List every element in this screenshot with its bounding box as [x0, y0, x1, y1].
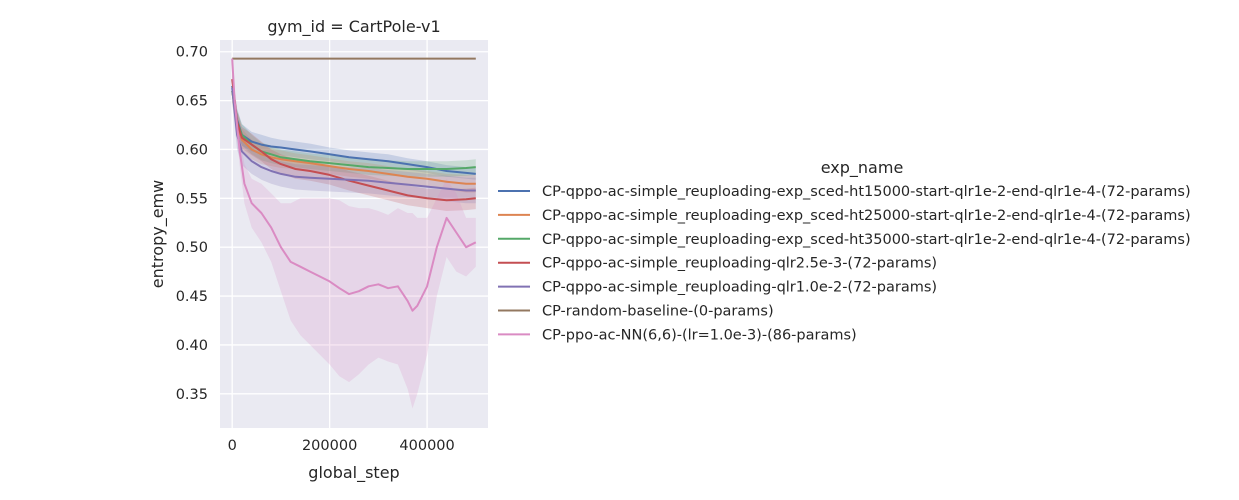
- series-line-1: [231, 85, 476, 175]
- x-tick-label: 200000: [302, 438, 357, 454]
- x-tick-label: 0: [228, 438, 237, 454]
- y-axis-label: entropy_emw: [148, 180, 168, 288]
- series-band-4: [232, 67, 476, 212]
- series-line-2: [231, 90, 476, 185]
- legend-entry-6: CP-random-baseline-(0-params): [542, 304, 774, 320]
- x-tick-label: 400000: [399, 438, 454, 454]
- legend-entry-3: CP-qppo-ac-simple_reuploading-exp_sced-h…: [542, 232, 1191, 248]
- y-tick-label: 0.70: [176, 45, 208, 61]
- plot-background: [220, 40, 488, 428]
- legend-entry-4: CP-qppo-ac-simple_reuploading-qlr2.5e-3-…: [542, 256, 937, 272]
- series-line-7: [231, 58, 477, 312]
- x-tick-labels: 0 200000 400000: [228, 438, 455, 454]
- grid: [220, 40, 488, 428]
- legend: exp_name CP-qppo-ac-simple_reuploading-e…: [498, 158, 1191, 343]
- y-tick-label: 0.60: [176, 142, 208, 158]
- y-tick-label: 0.35: [176, 387, 208, 403]
- chart-title: gym_id = CartPole-v1: [267, 17, 440, 37]
- legend-title: exp_name: [821, 158, 904, 178]
- legend-entry-5: CP-qppo-ac-simple_reuploading-qlr1.0e-2-…: [542, 280, 937, 296]
- legend-entry-2: CP-qppo-ac-simple_reuploading-exp_sced-h…: [542, 208, 1191, 224]
- confidence-bands: [232, 58, 476, 409]
- legend-entry-1: CP-qppo-ac-simple_reuploading-exp_sced-h…: [542, 184, 1191, 200]
- y-tick-label: 0.50: [176, 240, 208, 256]
- series-lines: [231, 57, 477, 312]
- y-tick-label: 0.40: [176, 338, 208, 354]
- x-axis-label: global_step: [308, 463, 399, 483]
- y-tick-label: 0.55: [176, 191, 208, 207]
- series-band-3: [232, 79, 476, 177]
- legend-entry-7: CP-ppo-ac-NN(6,6)-(lr=1.0e-3)-(86-params…: [542, 327, 857, 343]
- series-line-4: [231, 78, 476, 202]
- series-line-5: [231, 87, 476, 192]
- series-band-5: [232, 73, 476, 204]
- series-band-1: [232, 74, 476, 180]
- y-tick-labels: 0.35 0.40 0.45 0.50 0.55 0.60 0.65 0.70: [176, 45, 208, 403]
- series-band-7: [232, 58, 476, 409]
- y-tick-label: 0.45: [176, 289, 208, 305]
- series-band-2: [232, 79, 476, 193]
- y-tick-label: 0.65: [176, 94, 208, 110]
